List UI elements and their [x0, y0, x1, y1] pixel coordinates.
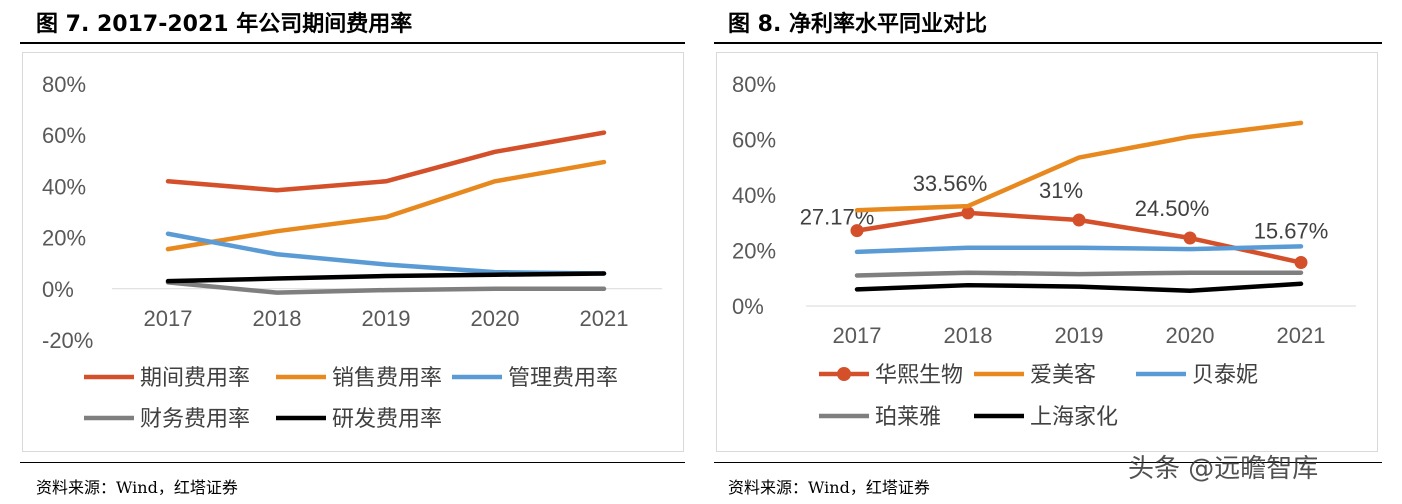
x-tick-label: 2020 [1166, 323, 1215, 348]
legend-label: 研发费用率 [332, 406, 442, 431]
y-tick-label: 20% [732, 239, 776, 264]
x-tick-label: 2019 [362, 306, 411, 331]
x-tick-label: 2021 [580, 306, 629, 331]
chart-frame [716, 52, 1378, 452]
data-point [850, 224, 864, 238]
legend-label: 期间费用率 [140, 365, 250, 390]
chart-frame [22, 52, 684, 452]
y-tick-label: 0% [42, 277, 74, 302]
figure-8-title: 图 8. 净利率水平同业对比 [728, 12, 987, 37]
data-point [1294, 256, 1308, 270]
series-line [165, 271, 607, 284]
legend-marker [837, 367, 851, 381]
x-tick-label: 2018 [944, 323, 993, 348]
chart-left: 80% 60% 40% 20% 0% -20% 2017 2018 2019 2020 2021 期间… [42, 72, 662, 431]
data-point [1072, 213, 1086, 227]
series-line [165, 130, 607, 193]
y-tick-label: 0% [732, 294, 764, 319]
title-rule [20, 42, 685, 44]
legend-label: 销售费用率 [332, 365, 442, 390]
source-note: 资料来源：Wind，红塔证券 [728, 478, 930, 497]
title-rule [714, 42, 1382, 44]
legend-label: 贝泰妮 [1192, 362, 1258, 387]
data-label: 33.56% [913, 171, 988, 196]
x-tick-label: 2018 [253, 306, 302, 331]
y-tick-label: -20% [42, 328, 93, 353]
series-line [854, 120, 1304, 213]
series-line [854, 244, 1304, 255]
x-tick-label: 2017 [833, 323, 882, 348]
figure-7-title: 图 7. 2017-2021 年公司期间费用率 [36, 12, 413, 37]
y-tick-label: 80% [732, 72, 776, 97]
y-tick-label: 20% [42, 226, 86, 251]
legend-label: 财务费用率 [140, 406, 250, 431]
y-tick-label: 80% [42, 72, 86, 97]
data-point [961, 206, 975, 220]
data-label: 15.67% [1254, 219, 1329, 244]
y-tick-label: 40% [732, 183, 776, 208]
x-tick-label: 2020 [471, 306, 520, 331]
footer-rule [20, 462, 685, 463]
x-tick-label: 2019 [1055, 323, 1104, 348]
legend-label: 管理费用率 [508, 365, 618, 390]
series-line [165, 159, 607, 252]
watermark: 头条 @远瞻智库 [1128, 454, 1319, 484]
source-note: 资料来源：Wind，红塔证券 [36, 478, 238, 497]
y-tick-label: 60% [42, 123, 86, 148]
footer-rule [714, 462, 1382, 463]
chart-right: 80%60%40%20%0%2017 2018 2019 2020 202127.17%… [732, 72, 1356, 429]
legend-label: 上海家化 [1030, 404, 1118, 429]
x-tick-label: 2021 [1277, 323, 1326, 348]
series-line [165, 280, 607, 295]
legend-label: 爱美客 [1030, 362, 1096, 387]
x-tick-label: 2017 [144, 306, 193, 331]
legend-label: 珀莱雅 [875, 404, 941, 429]
y-tick-label: 60% [732, 128, 776, 153]
legend-label: 华熙生物 [875, 362, 963, 387]
data-point [1183, 231, 1197, 245]
y-tick-label: 40% [42, 174, 86, 199]
data-label: 31% [1039, 178, 1083, 203]
data-label: 24.50% [1135, 196, 1210, 221]
series-line [854, 270, 1304, 278]
series-line [854, 281, 1304, 293]
